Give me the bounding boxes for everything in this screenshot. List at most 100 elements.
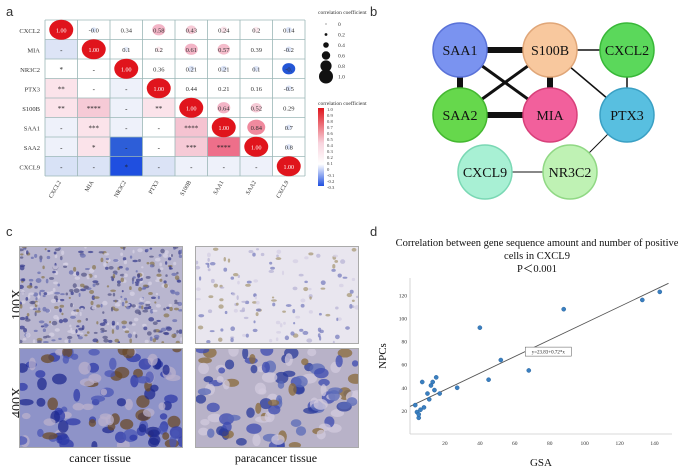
cell-nucleus: [163, 313, 170, 318]
cell-nucleus: [349, 303, 353, 309]
cell-nucleus: [308, 310, 313, 314]
cell-nucleus: [149, 255, 154, 258]
cell-nucleus: [44, 247, 47, 251]
cell-nucleus: [246, 407, 255, 418]
cell-nucleus: [213, 283, 219, 288]
cell-nucleus: [227, 414, 241, 421]
cell-nucleus: [218, 367, 226, 374]
row-label: PTX3: [24, 86, 40, 93]
data-point: [430, 379, 436, 385]
cell-nucleus: [123, 273, 128, 278]
cell-nucleus: [96, 321, 99, 325]
cell-nucleus: [43, 292, 48, 296]
cell-nucleus: [20, 436, 28, 445]
color-legend-label: -0.1: [327, 173, 335, 178]
cell-nucleus: [207, 309, 213, 314]
cell-nucleus: [269, 261, 273, 265]
cell-nucleus: [292, 286, 298, 291]
cell-nucleus: [153, 334, 160, 339]
x-tick-label: 80: [547, 441, 553, 447]
correlation-value: 0.39: [251, 47, 262, 54]
cell-nucleus: [335, 355, 343, 368]
cell-nucleus: [304, 256, 309, 260]
matrix-cell-lower: [45, 117, 78, 137]
cell-nucleus: [63, 265, 68, 268]
cell-nucleus: [197, 388, 212, 396]
cell-nucleus: [129, 255, 133, 259]
cell-nucleus: [171, 272, 177, 277]
cell-nucleus: [29, 306, 34, 310]
cell-nucleus: [152, 338, 157, 343]
correlation-circle: [285, 46, 292, 53]
column-label: SAA1: [213, 180, 226, 196]
cell-nucleus: [276, 331, 282, 334]
cell-nucleus: [298, 273, 304, 277]
cell-nucleus: [159, 278, 163, 282]
cell-nucleus: [207, 428, 215, 438]
cell-nucleus: [54, 291, 61, 295]
color-legend-label: 0.4: [327, 143, 333, 148]
correlation-value: 1.00: [56, 28, 67, 34]
cell-nucleus: [101, 329, 108, 333]
cell-nucleus: [172, 319, 178, 323]
cell-nucleus: [154, 257, 161, 262]
significance-marker: **: [58, 105, 66, 113]
cell-nucleus: [152, 309, 158, 313]
cell-nucleus: [179, 249, 182, 254]
cell-nucleus: [69, 324, 72, 328]
cell-nucleus: [169, 435, 177, 447]
panel-label-c: c: [6, 224, 13, 239]
matrix-cell-lower: [77, 59, 110, 79]
cell-nucleus: [136, 395, 150, 408]
correlation-circle: [155, 46, 162, 53]
cell-nucleus: [57, 299, 61, 303]
cell-nucleus: [131, 304, 136, 308]
cell-nucleus: [74, 276, 81, 280]
cell-nucleus: [171, 429, 180, 437]
panel-label-d: d: [370, 224, 378, 239]
cell-nucleus: [35, 370, 46, 378]
cell-nucleus: [98, 251, 104, 254]
y-tick-label: 120: [399, 293, 408, 299]
correlation-value: 0.2: [155, 47, 163, 54]
correlation-value: 0.21: [218, 86, 229, 93]
color-legend-label: 0.7: [327, 125, 333, 130]
cell-nucleus: [45, 278, 49, 284]
x-tick-label: 100: [581, 441, 590, 447]
cell-nucleus: [42, 265, 45, 270]
size-legend-label: 0.2: [338, 33, 345, 39]
cell-nucleus: [48, 276, 55, 280]
cell-nucleus: [255, 402, 262, 414]
cell-nucleus: [164, 250, 169, 255]
cell-nucleus: [37, 271, 41, 275]
cell-nucleus: [177, 301, 182, 306]
cell-nucleus: [120, 295, 123, 298]
cell-nucleus: [158, 402, 166, 411]
cell-nucleus: [274, 371, 289, 384]
cell-nucleus: [58, 337, 62, 341]
cell-nucleus: [127, 333, 133, 339]
significance-marker: -: [60, 144, 63, 152]
cell-nucleus: [149, 247, 153, 250]
network-node-label: SAA1: [442, 44, 477, 59]
cell-nucleus: [307, 349, 317, 357]
significance-marker: -: [60, 163, 63, 171]
cell-nucleus: [351, 299, 355, 303]
cell-nucleus: [198, 427, 209, 436]
cell-nucleus: [145, 371, 154, 383]
network-node: [457, 144, 513, 200]
cell-nucleus: [96, 304, 101, 308]
cell-nucleus: [102, 300, 108, 306]
cell-nucleus: [218, 337, 223, 342]
cell-nucleus: [330, 409, 345, 418]
cell-nucleus: [57, 434, 70, 446]
cell-nucleus: [75, 271, 80, 276]
cell-nucleus: [301, 358, 309, 366]
cell-nucleus: [177, 279, 182, 283]
cell-nucleus: [153, 329, 157, 333]
cell-nucleus: [336, 317, 339, 322]
cell-nucleus: [337, 273, 342, 278]
cell-nucleus: [79, 311, 82, 317]
correlation-value: 0.21: [186, 66, 197, 73]
cell-nucleus: [300, 303, 305, 308]
